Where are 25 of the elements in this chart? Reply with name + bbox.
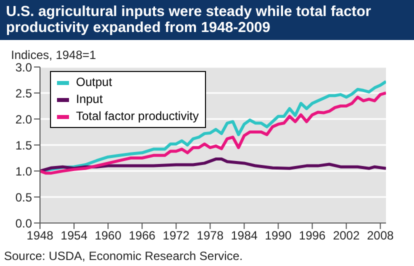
x-tick-label: 1960 (94, 228, 122, 243)
y-axis-title: Indices, 1948=1 (11, 48, 96, 62)
y-tick-label: 0.0 (15, 216, 32, 230)
y-tick-label: 0.5 (15, 190, 32, 204)
x-tick-label: 1948 (26, 228, 54, 243)
x-tick-label: 1972 (162, 228, 190, 243)
legend-label: Total factor productivity (76, 108, 199, 125)
y-tick-label: 2.0 (15, 112, 32, 126)
x-tick-label: 2008 (366, 228, 394, 243)
legend-label: Output (76, 74, 112, 91)
x-tick-label: 1966 (128, 228, 156, 243)
legend-label: Input (76, 91, 103, 108)
x-tick-label: 1984 (230, 228, 258, 243)
x-tick-label: 2002 (332, 228, 360, 243)
x-tick-label: 1990 (264, 228, 292, 243)
x-tick-label: 1978 (196, 228, 224, 243)
y-tick-label: 1.0 (15, 164, 32, 178)
source-note: Source: USDA, Economic Research Service. (4, 249, 243, 263)
line-series (40, 158, 386, 172)
y-tick-label: 1.5 (15, 138, 32, 152)
y-tick-label: 3.0 (15, 60, 32, 74)
y-tick-label: 2.5 (15, 86, 32, 100)
chart-title: U.S. agricultural inputs were steady while total factor productivity expanded from 1948-2009 (0, 0, 414, 40)
x-tick-label: 1954 (60, 228, 88, 243)
x-tick-label: 1996 (298, 228, 326, 243)
